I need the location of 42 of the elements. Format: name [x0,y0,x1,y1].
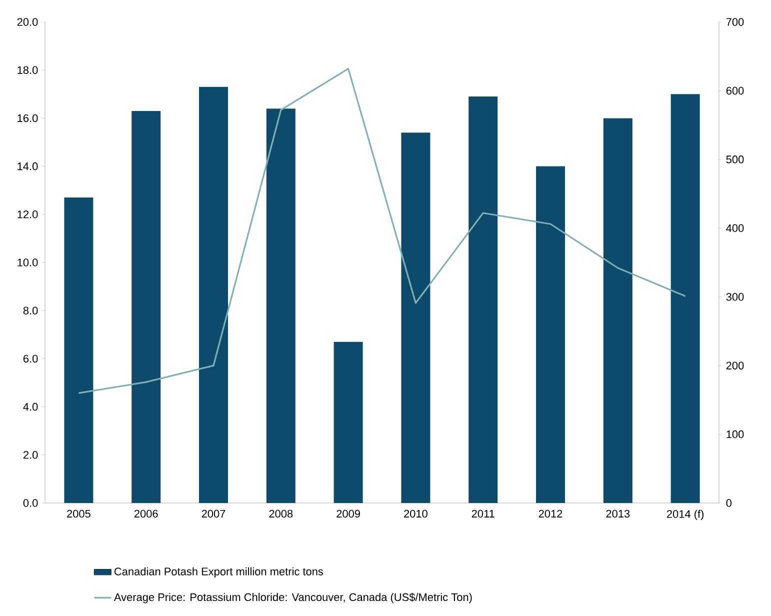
y-tick-label: 10.0 [18,258,38,266]
x-tick-label: 2011 [472,510,494,518]
x-tick-label: 2005 [67,510,90,518]
y-tick-label: 6.0 [23,354,38,363]
y-tick-label: 8.0 [23,306,38,314]
x-tick-label: 2010 [404,510,428,518]
y2-tick-label: 700 [726,18,744,26]
x-tick-label: 2006 [134,510,158,518]
y-tick-label: 20.0 [17,18,38,26]
bar [401,132,430,503]
y-tick-label: 18.0 [18,66,38,74]
x-tick-label: 2007 [202,510,226,518]
x-tick-label: 2014 (f) [666,510,704,520]
y-tick-label: 16.0 [18,114,38,122]
x-tick-label: 2008 [269,510,293,518]
bar [266,108,296,503]
legend-label: Average Price: Potassium Chloride: Vancouver, Canada (US$/Metric Ton) [114,592,472,604]
y-tick-label: 4.0 [23,402,38,411]
bar [199,86,228,503]
x-tick-label: 2012 [538,510,562,518]
y-tick-label: 14.0 [18,162,38,170]
legend-label: Canadian Potash Export million metric tons [114,567,324,578]
y2-tick-label: 600 [726,86,744,95]
bar [603,118,632,503]
y-tick-label: 12.0 [18,210,38,218]
y2-tick-label: 300 [726,292,744,301]
y-tick-label: 2.0 [23,451,38,459]
y2-tick-label: 100 [726,430,744,438]
bar [64,198,94,503]
y-tick-label: 0.0 [23,499,38,507]
bar [670,94,700,503]
y2-tick-label: 500 [726,156,744,164]
y2-tick-label: 400 [726,224,744,232]
bar [132,110,161,503]
x-tick-label: 2013 [606,510,630,518]
y2-tick-label: 200 [726,362,744,370]
bar [334,342,363,503]
x-tick-label: 2009 [336,510,360,518]
bar [536,166,566,503]
y2-tick-label: 0 [726,499,732,507]
line-series [78,68,686,394]
bar [468,96,498,503]
